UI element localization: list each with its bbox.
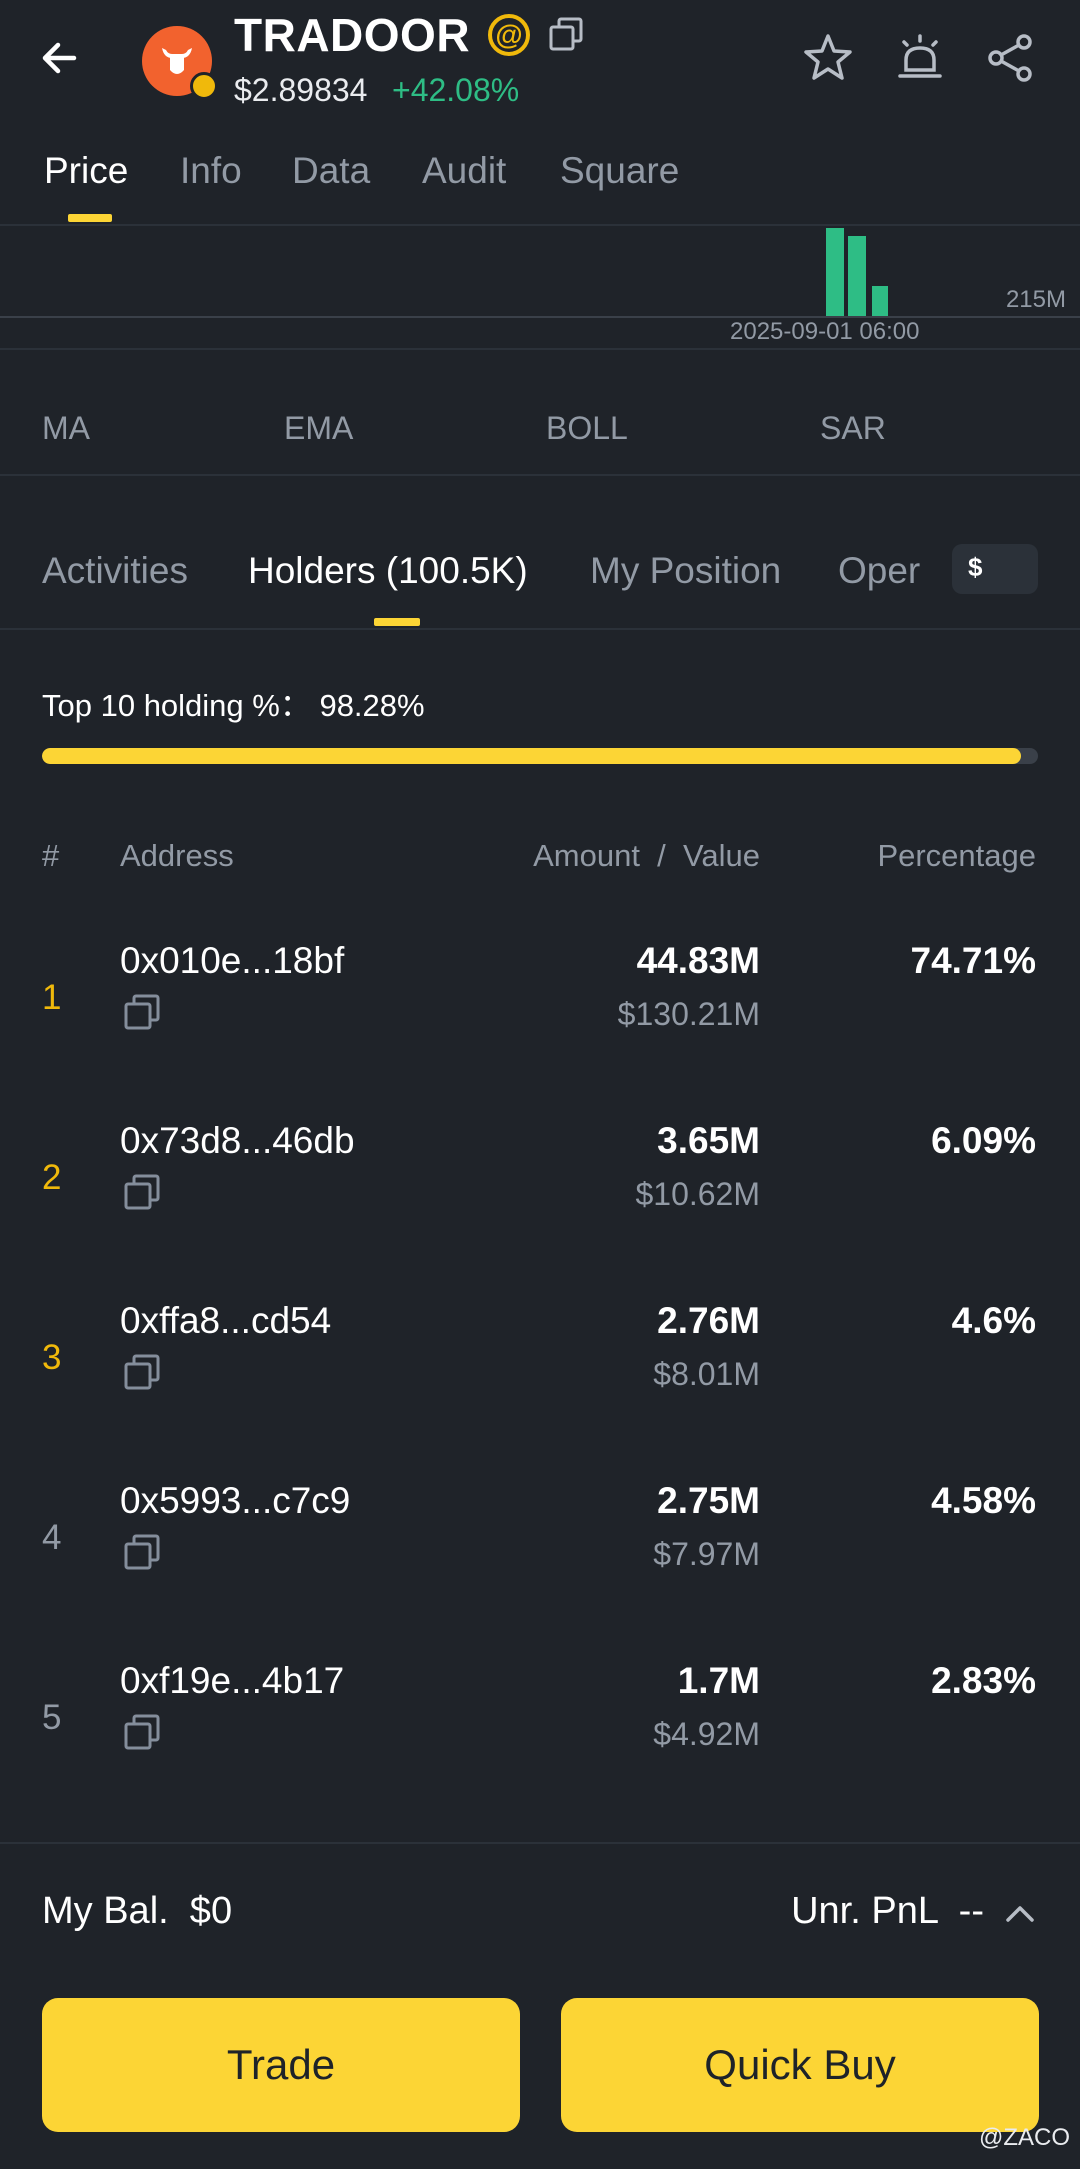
holder-row[interactable]: 3 0xffa8...cd54 2.76M $8.01M 4.6% <box>0 1290 1080 1470</box>
col-amount-value[interactable]: Amount / Value <box>533 838 760 873</box>
tab-my-position[interactable]: My Position <box>590 550 782 591</box>
top10-progress-fill <box>42 748 1021 764</box>
col-rank: # <box>42 838 60 873</box>
holder-value: $4.92M <box>653 1716 760 1752</box>
holder-amount: 2.76M <box>657 1300 760 1341</box>
holder-row[interactable]: 2 0x73d8...46db 3.65M $10.62M 6.09% <box>0 1110 1080 1290</box>
copy-icon[interactable] <box>122 1172 162 1212</box>
holder-rank: 4 <box>42 1518 62 1557</box>
share-icon[interactable] <box>982 30 1038 86</box>
tab-square[interactable]: Square <box>560 150 680 191</box>
holder-row[interactable]: 4 0x5993...c7c9 2.75M $7.97M 4.58% <box>0 1470 1080 1650</box>
indicator-boll[interactable]: BOLL <box>546 410 628 446</box>
top10-holding-label: Top 10 holding %： 98.28% <box>42 688 425 723</box>
unrealized-pnl[interactable]: Unr. PnL -- <box>791 1890 984 1932</box>
col-percentage[interactable]: Percentage <box>877 838 1036 873</box>
holder-percentage: 74.71% <box>910 940 1037 981</box>
copy-icon[interactable] <box>122 1532 162 1572</box>
alert-bell-icon[interactable] <box>892 30 948 86</box>
star-icon[interactable] <box>800 30 856 86</box>
copy-icon[interactable] <box>122 1712 162 1752</box>
holder-row[interactable]: 1 0x010e...18bf 44.83M $130.21M 74.71% <box>0 930 1080 1110</box>
volume-bar <box>848 236 866 316</box>
header: TRADOOR @ $2.89834 +42.08% <box>0 0 1080 130</box>
holder-address[interactable]: 0x010e...18bf <box>120 940 345 981</box>
holder-amount: 3.65M <box>657 1120 760 1161</box>
tab-oper[interactable]: Oper <box>838 550 921 591</box>
col-address: Address <box>120 838 234 873</box>
divider <box>0 348 1080 350</box>
active-tab-indicator <box>68 214 112 222</box>
holder-rank: 1 <box>42 978 62 1017</box>
my-balance: My Bal. $0 <box>42 1890 233 1932</box>
tab-info[interactable]: Info <box>180 150 242 191</box>
tab-audit[interactable]: Audit <box>422 150 507 191</box>
indicator-bar: MA EMA BOLL SAR <box>0 400 1080 476</box>
holder-address[interactable]: 0x73d8...46db <box>120 1120 355 1161</box>
chart-date-label: 2025-09-01 06:00 <box>730 318 920 345</box>
holder-percentage: 4.6% <box>951 1300 1036 1341</box>
tab-data[interactable]: Data <box>292 150 371 191</box>
bottom-trade-bar: My Bal. $0 Unr. PnL -- Trade Quick Buy <box>0 1842 1080 2169</box>
watermark: @ZACO <box>978 2124 1070 2151</box>
back-arrow-icon[interactable] <box>34 30 90 86</box>
holder-value: $10.62M <box>635 1176 760 1212</box>
holder-percentage: 2.83% <box>931 1660 1036 1701</box>
copy-icon[interactable] <box>122 1352 162 1392</box>
indicator-sar[interactable]: SAR <box>820 410 886 446</box>
volume-bar <box>826 228 844 316</box>
holder-value: $7.97M <box>653 1536 760 1572</box>
volume-chart[interactable]: 215M 2025-09-01 06:00 <box>0 228 1080 350</box>
token-logo <box>142 26 212 96</box>
holder-rank: 5 <box>42 1698 62 1737</box>
chain-badge-icon <box>190 72 218 100</box>
volume-max-label: 215M <box>1005 286 1066 313</box>
currency-symbol: $ <box>968 552 983 582</box>
token-price: $2.89834 <box>234 72 368 108</box>
copy-contract-icon[interactable] <box>548 16 584 52</box>
tab-holders[interactable]: Holders (100.5K) <box>248 550 528 591</box>
holder-row[interactable]: 5 0xf19e...4b17 1.7M $4.92M 2.83% <box>0 1650 1080 1830</box>
holder-percentage: 4.58% <box>931 1480 1036 1521</box>
active-subtab-indicator <box>374 618 420 626</box>
trade-button[interactable]: Trade <box>42 1998 520 2132</box>
holder-amount: 44.83M <box>636 940 760 981</box>
currency-toggle[interactable]: $ <box>952 544 1038 594</box>
holder-address[interactable]: 0xffa8...cd54 <box>120 1300 332 1341</box>
quick-buy-button[interactable]: Quick Buy <box>561 1998 1039 2132</box>
holder-rank: 2 <box>42 1158 62 1197</box>
top10-progress-bar <box>42 748 1038 764</box>
holder-rank: 3 <box>42 1338 62 1377</box>
holder-value: $130.21M <box>617 996 760 1032</box>
volume-bar <box>872 286 888 316</box>
holder-percentage: 6.09% <box>931 1120 1036 1161</box>
chevron-up-icon[interactable] <box>1002 1896 1038 1932</box>
holder-address[interactable]: 0xf19e...4b17 <box>120 1660 345 1701</box>
holder-value: $8.01M <box>653 1356 760 1392</box>
holder-address[interactable]: 0x5993...c7c9 <box>120 1480 351 1521</box>
token-name: TRADOOR <box>234 9 471 61</box>
tab-price[interactable]: Price <box>44 150 129 191</box>
indicator-ema[interactable]: EMA <box>284 410 354 446</box>
holder-amount: 1.7M <box>677 1660 760 1701</box>
main-tabs: Price Info Data Audit Square <box>0 140 1080 226</box>
at-badge-icon[interactable]: @ <box>488 14 530 56</box>
activity-tabs: Activities Holders (100.5K) My Position … <box>0 530 1080 630</box>
price-change: +42.08% <box>392 72 520 108</box>
tab-activities[interactable]: Activities <box>42 550 188 591</box>
holder-amount: 2.75M <box>657 1480 760 1521</box>
copy-icon[interactable] <box>122 992 162 1032</box>
indicator-ma[interactable]: MA <box>42 410 90 446</box>
chart-axis <box>0 316 1080 318</box>
